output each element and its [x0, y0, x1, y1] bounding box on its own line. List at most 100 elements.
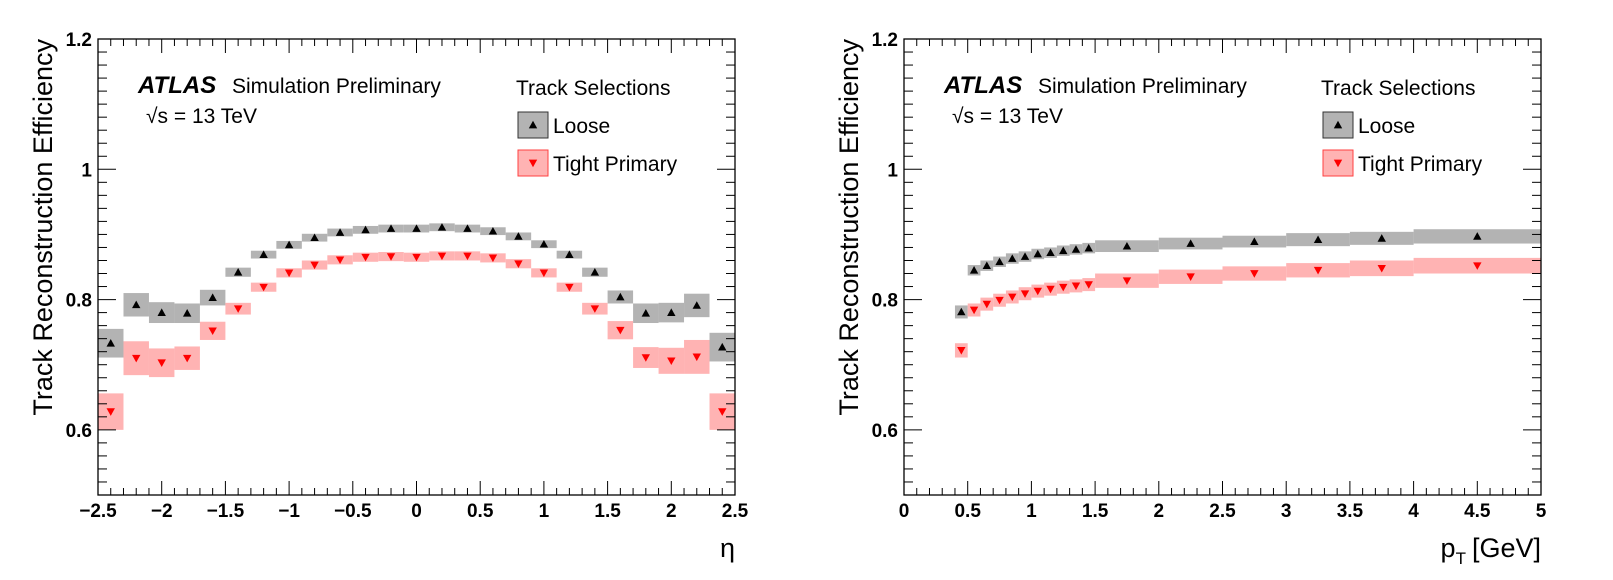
data-point	[969, 266, 979, 274]
data-point	[488, 226, 498, 235]
data-point	[284, 269, 294, 278]
data-point	[310, 261, 319, 270]
x-tick-label: −1	[278, 501, 300, 522]
y-tick-label: 1	[887, 160, 898, 181]
data-point	[259, 250, 268, 258]
data-point	[692, 301, 701, 309]
eta-efficiency-chart: −2.5 −2 −1.5 −1 −0.5 0 0.5 1 1.5 2 2.5 0.6 0.8 1 1.2 Tr…	[28, 30, 749, 563]
y-tick-label: 1.2	[66, 30, 92, 51]
data-point	[1008, 293, 1017, 302]
series-loose	[98, 223, 735, 362]
legend-marker	[528, 159, 538, 168]
x-tick-label: 1	[539, 501, 550, 522]
data-point	[1084, 243, 1093, 252]
x-tick-label: 4	[1408, 501, 1419, 522]
data-point	[310, 233, 319, 242]
data-point	[982, 300, 992, 309]
data-point	[1033, 287, 1042, 296]
legend-label: Loose	[1358, 115, 1415, 138]
data-point	[106, 408, 115, 416]
data-point	[1046, 285, 1055, 294]
data-point	[718, 342, 727, 351]
data-point	[1071, 282, 1081, 291]
x-tick-label: −1.5	[207, 501, 245, 522]
x-axis-symbol: p	[1441, 533, 1456, 563]
x-tick-label: 2.5	[722, 501, 749, 522]
data-point	[969, 306, 979, 315]
x-tick-label: 4.5	[1464, 501, 1491, 522]
y-tick-label: 0.6	[872, 421, 898, 442]
data-point	[667, 308, 676, 316]
x-tick-label: 3.5	[1337, 501, 1364, 522]
data-point	[1122, 241, 1132, 250]
x-tick-label: 2	[1154, 501, 1165, 522]
data-point	[514, 260, 523, 268]
x-axis-unit: [GeV]	[1472, 533, 1541, 563]
data-point	[157, 308, 166, 316]
data-point	[1377, 234, 1386, 242]
series-tight-primary	[954, 257, 1541, 358]
data-point	[335, 256, 345, 265]
x-axis-title: η	[720, 533, 735, 563]
x-tick-label: 1.5	[594, 501, 621, 522]
x-tick-label: 1	[1026, 501, 1037, 522]
data-point	[437, 223, 447, 231]
data-point	[182, 309, 192, 317]
x-tick-label: 2.5	[1209, 501, 1236, 522]
data-point	[463, 252, 472, 261]
data-point	[514, 232, 523, 240]
data-point	[1186, 273, 1195, 281]
y-tick-label: 0.6	[66, 421, 92, 442]
data-point	[667, 357, 676, 366]
y-tick-label: 1	[81, 160, 92, 181]
data-point	[182, 354, 192, 363]
data-point	[1084, 281, 1093, 289]
data-point	[284, 240, 294, 249]
atlas-subtitle: Simulation Preliminary	[232, 75, 441, 98]
data-point	[616, 326, 625, 335]
data-point	[386, 224, 396, 232]
x-tick-label: 0	[899, 501, 910, 522]
data-point	[361, 253, 370, 262]
data-point	[1020, 290, 1030, 298]
data-point	[1473, 262, 1482, 270]
data-point	[1008, 254, 1017, 262]
data-point	[565, 283, 574, 292]
x-tick-label: 3	[1281, 501, 1292, 522]
legend-title: Track Selections	[1321, 77, 1475, 100]
data-point	[1020, 252, 1030, 260]
energy-label: √s = 13 TeV	[146, 105, 257, 128]
data-point	[692, 353, 701, 362]
y-axis-title: Track Reconstruction Efficiency	[28, 39, 58, 416]
legend-marker	[528, 120, 538, 129]
data-point	[641, 354, 651, 362]
data-point	[957, 347, 966, 355]
data-point	[208, 327, 217, 336]
legend-marker	[1333, 159, 1343, 168]
data-point	[386, 253, 396, 261]
data-point	[259, 283, 268, 292]
atlas-subtitle: Simulation Preliminary	[1038, 75, 1247, 98]
x-axis-subscript: T	[1456, 549, 1466, 568]
x-tick-label: 1.5	[1082, 501, 1109, 522]
data-point	[488, 254, 498, 263]
data-point	[463, 224, 472, 232]
x-tick-label: 0.5	[954, 501, 981, 522]
data-point	[1250, 270, 1259, 278]
data-point	[1033, 249, 1042, 258]
x-tick-label: −0.5	[334, 501, 372, 522]
data-point	[1046, 248, 1055, 257]
pt-efficiency-panel: 0 0.5 1 1.5 2 2.5 3 3.5 4 4.5 5 0.6 0.8 1 1.2 Track Rec…	[806, 0, 1613, 580]
atlas-label: ATLAS	[137, 72, 216, 99]
data-point	[1186, 239, 1195, 247]
data-point	[957, 307, 966, 316]
x-tick-label: −2.5	[79, 501, 117, 522]
energy-label: √s = 13 TeV	[952, 105, 1063, 128]
data-point	[565, 250, 574, 258]
y-tick-label: 0.8	[872, 291, 898, 312]
y-axis-title: Track Reconstruction Efficiency	[834, 39, 864, 416]
x-tick-label: 0	[411, 501, 422, 522]
data-point	[335, 228, 345, 236]
legend-title: Track Selections	[516, 77, 670, 100]
data-point	[590, 305, 600, 313]
